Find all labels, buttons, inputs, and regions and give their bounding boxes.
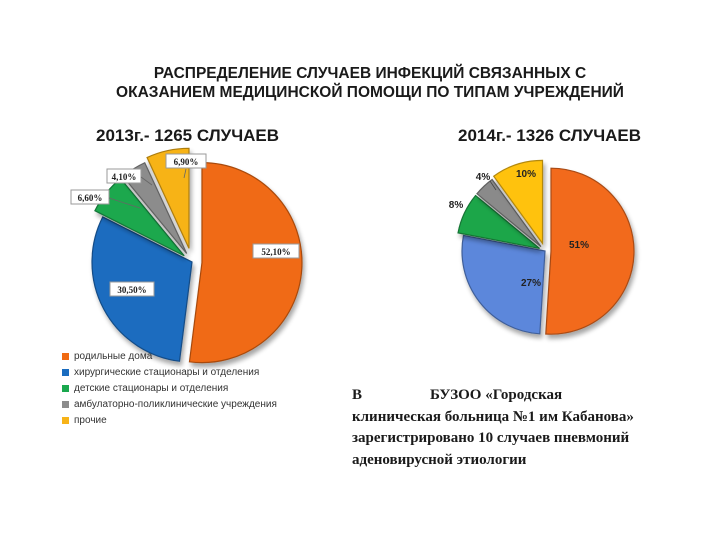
- svg-text:4%: 4%: [476, 172, 491, 183]
- legend-label: родильные дома: [74, 350, 153, 362]
- pie-chart-2013: 52,10% 30,50% 6,60% 4,10% 6,90%: [70, 147, 303, 364]
- note-line-3: зарегистрировано 10 случаев пневмоний: [352, 430, 630, 446]
- note-line-4: аденовирусной этиологии: [352, 451, 527, 468]
- data-label-other: 10%: [516, 169, 536, 180]
- svg-text:6,90%: 6,90%: [174, 157, 199, 167]
- svg-text:6,60%: 6,60%: [78, 193, 103, 203]
- data-label-children: 6,60%: [70, 189, 141, 209]
- note-line-2: клиническая больница №1 им Кабанова»: [352, 408, 634, 425]
- chart-legend: родильные дома хирургические стационары …: [62, 348, 352, 428]
- data-label-maternity: 51%: [569, 240, 589, 251]
- page-title-line-1: РАСПРЕДЕЛЕНИЕ СЛУЧАЕВ ИНФЕКЦИЙ СВЯЗАННЫХ…: [153, 65, 587, 82]
- legend-label: детские стационары и отделения: [74, 382, 229, 394]
- legend-swatch: [62, 416, 69, 424]
- pie-chart-2014: 51% 27% 8% 4% 10%: [449, 159, 635, 335]
- pie-slice-maternity: [188, 162, 303, 364]
- svg-text:27%: 27%: [521, 278, 541, 289]
- legend-item-surgical: хирургические стационары и отделения: [62, 364, 352, 380]
- data-label-children: 8%: [449, 200, 464, 211]
- legend-swatch: [62, 352, 69, 360]
- note-line-1: БУЗОО «Городская: [430, 387, 563, 403]
- note-text: В БУЗОО «Городская клиническая больница №…: [352, 385, 712, 471]
- legend-swatch: [62, 368, 69, 376]
- page-title-line-2: ОКАЗАНИЕМ МЕДИЦИНСКОЙ ПОМОЩИ ПО ТИПАМ УЧ…: [116, 84, 624, 101]
- pie-slice-outpatient: [476, 178, 542, 248]
- pie-slice-children: [457, 194, 540, 250]
- data-label-outpatient: 4,10%: [106, 168, 153, 186]
- chart-2013-title: 2013г.- 1265 СЛУЧАЕВ: [96, 126, 280, 145]
- legend-swatch: [62, 400, 69, 408]
- legend-item-other: прочие: [62, 412, 352, 428]
- legend-swatch: [62, 384, 69, 392]
- data-label-surgical: 30,50%: [109, 281, 155, 297]
- svg-text:4,10%: 4,10%: [112, 172, 137, 182]
- svg-text:8%: 8%: [449, 200, 464, 211]
- pie-slice-maternity: [545, 167, 635, 335]
- legend-item-maternity: родильные дома: [62, 348, 352, 364]
- svg-text:51%: 51%: [569, 240, 589, 251]
- data-label-maternity: 52,10%: [252, 243, 300, 259]
- data-label-outpatient: 4%: [476, 172, 497, 191]
- pie-slice-other: [146, 147, 190, 249]
- legend-item-outpatient: амбулаторно-поликлинические учреждения: [62, 396, 352, 412]
- svg-text:52,10%: 52,10%: [261, 247, 290, 257]
- pie-slice-surgical: [461, 234, 546, 335]
- chart-2014-title: 2014г.- 1326 СЛУЧАЕВ: [458, 126, 642, 145]
- data-label-surgical: 27%: [521, 278, 541, 289]
- note-word-1: В: [352, 387, 363, 403]
- data-label-other: 6,90%: [165, 153, 207, 179]
- page-title: РАСПРЕДЕЛЕНИЕ СЛУЧАЕВ ИНФЕКЦИЙ СВЯЗАННЫХ…: [40, 64, 700, 102]
- legend-label: хирургические стационары и отделения: [74, 366, 260, 378]
- pie-slice-other: [492, 159, 544, 246]
- legend-label: прочие: [74, 414, 107, 426]
- svg-text:30,50%: 30,50%: [117, 285, 146, 295]
- legend-item-children: детские стационары и отделения: [62, 380, 352, 396]
- legend-label: амбулаторно-поликлинические учреждения: [74, 398, 277, 410]
- svg-text:10%: 10%: [516, 169, 536, 180]
